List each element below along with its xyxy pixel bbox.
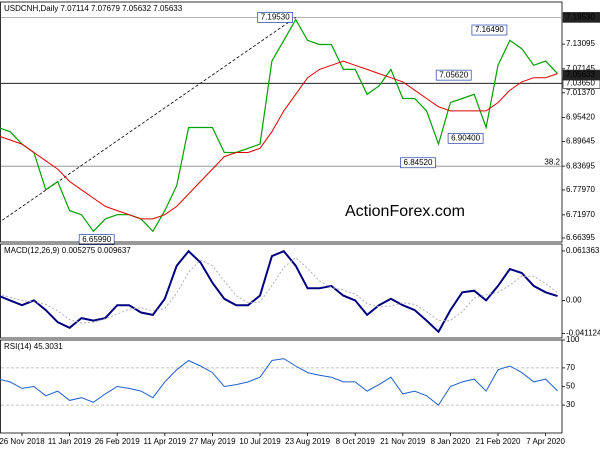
- annotation-box: [447, 132, 484, 144]
- y-tick-label: 6.83695: [566, 161, 595, 170]
- y-tick-label: 7.01370: [566, 88, 595, 97]
- x-tick-label: 26 Feb 2019: [95, 437, 140, 446]
- annotation-label: 7.05620: [439, 70, 468, 79]
- annotation-label: 7.16490: [475, 25, 504, 34]
- series-line: [0, 358, 558, 406]
- x-tick-label: 11 Apr 2019: [144, 437, 187, 446]
- annotation-label: 6.84520: [404, 158, 433, 167]
- y-tick-label: 0.061363: [566, 246, 600, 255]
- x-tick-label: 8 Jan 2020: [431, 437, 471, 446]
- annotation-box: [435, 69, 472, 81]
- price-tag-label: 7.19530: [566, 13, 595, 22]
- annotation-label: 7.19530: [261, 13, 290, 22]
- y-tick-label: -0.041124: [566, 329, 600, 338]
- x-tick-label: 26 Nov 2018: [0, 437, 45, 446]
- y-tick-label: 70: [566, 363, 575, 372]
- y-tick-label: 7.07145: [566, 64, 595, 73]
- y-tick-label: 100: [566, 335, 580, 344]
- price-tag-label: 7.03650: [566, 78, 595, 87]
- y-tick-label: 6.66395: [566, 233, 595, 242]
- x-tick-label: 21 Feb 2020: [476, 437, 521, 446]
- x-tick-label: 7 Apr 2020: [526, 437, 565, 446]
- annotation-box: [257, 12, 294, 23]
- panel-title: USDCNH,Daily 7.07114 7.07679 7.05632 7.0…: [4, 4, 183, 13]
- series-line: [0, 257, 558, 324]
- y-tick-label: 7.13095: [566, 39, 595, 48]
- x-tick-label: 11 Jan 2019: [48, 437, 92, 446]
- y-tick-label: 50: [566, 382, 575, 391]
- annotation-box: [78, 234, 115, 246]
- price-tag: [562, 69, 600, 81]
- y-tick-label: 6.77970: [566, 185, 595, 194]
- annotation-label: 6.90400: [451, 133, 480, 142]
- y-tick-label: 30: [566, 400, 575, 409]
- x-tick-label: 23 Aug 2019: [285, 437, 330, 446]
- y-tick-label: 6.95420: [566, 113, 595, 122]
- annotation-label: 6.65990: [82, 235, 111, 244]
- fib-label: 38.2: [544, 157, 560, 166]
- annotation-box: [400, 157, 436, 169]
- panel-frame: [0, 243, 563, 339]
- x-tick-label: 27 May 2019: [189, 437, 236, 446]
- series-line: [0, 18, 558, 233]
- panel-title: RSI(14) 45.3031: [4, 342, 63, 351]
- y-tick-label: 6.89645: [566, 137, 595, 146]
- watermark: ActionForex.com: [345, 203, 465, 220]
- series-line: [0, 60, 558, 220]
- x-tick-label: 21 Nov 2019: [380, 437, 426, 446]
- annotation-box: [471, 24, 508, 36]
- price-tag-label: 7.05633: [566, 70, 595, 79]
- y-tick-label: 6.71970: [566, 210, 595, 219]
- series-line: [0, 249, 558, 334]
- y-tick-label: 0.00: [566, 296, 582, 305]
- x-tick-label: 8 Oct 2019: [336, 437, 376, 446]
- panel-title: MACD(12,26,9) 0.005275 0.009637: [4, 246, 131, 255]
- panel-frame: [0, 1, 563, 243]
- price-tag: [562, 12, 600, 23]
- x-tick-label: 10 Jul 2019: [239, 437, 281, 446]
